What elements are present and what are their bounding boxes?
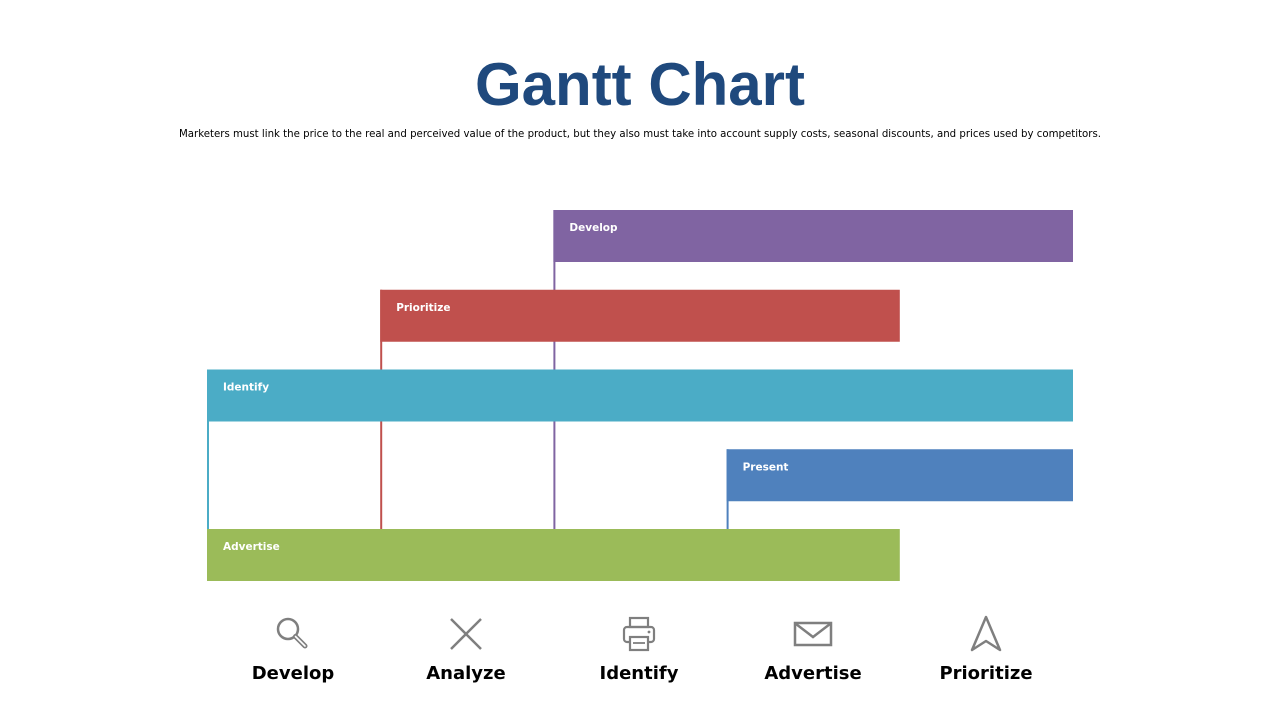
gantt-bar-prioritize [380, 289, 900, 342]
navigation-arrow-icon [970, 615, 1002, 652]
printer-icon [622, 616, 656, 652]
gantt-bar-label: Develop [569, 222, 618, 234]
page-title: Gantt Chart [475, 51, 805, 118]
gantt-bar-identify [207, 369, 1073, 422]
page-subtitle: Marketers must link the price to the rea… [178, 129, 1102, 140]
phase-label: Identify [599, 663, 679, 684]
phase-develop: Develop [213, 612, 373, 685]
phase-prioritize: Prioritize [906, 612, 1066, 685]
phase-icon-row: Develop Analyze Identify Advertise Prior… [0, 612, 1280, 702]
phase-label: Prioritize [939, 663, 1033, 684]
magnifier-icon [276, 617, 308, 649]
gantt-bar-label: Identify [223, 382, 269, 394]
phase-analyze: Analyze [386, 612, 546, 685]
close-x-icon [450, 618, 482, 650]
gantt-bar-advertise [207, 529, 900, 581]
phase-label: Advertise [764, 663, 862, 684]
phase-identify: Identify [559, 612, 719, 685]
gantt-bar-develop [553, 210, 1073, 262]
gantt-bar-present [726, 449, 1073, 502]
phase-advertise: Advertise [733, 612, 893, 685]
gantt-bar-label: Advertise [223, 541, 280, 553]
envelope-icon [793, 621, 833, 647]
gantt-bar-label: Present [743, 461, 789, 473]
phase-label: Develop [251, 663, 335, 684]
gantt-bar-label: Prioritize [396, 302, 450, 314]
phase-label: Analyze [426, 663, 506, 684]
